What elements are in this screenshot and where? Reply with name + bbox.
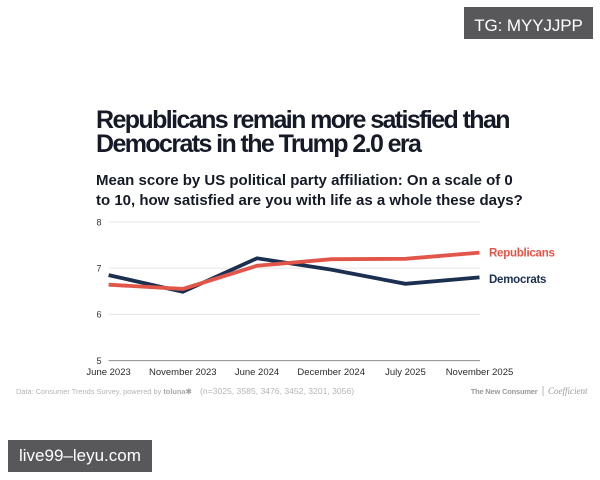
svg-text:(n=3025, 3585, 3476, 3452, 320: (n=3025, 3585, 3476, 3452, 3201, 3056) bbox=[200, 386, 354, 396]
svg-text:The New Consumer: The New Consumer bbox=[471, 387, 538, 396]
svg-text:December 2024: December 2024 bbox=[297, 367, 365, 378]
svg-text:6: 6 bbox=[96, 310, 101, 320]
svg-text:Coefficient: Coefficient bbox=[548, 386, 588, 396]
svg-text:Democrats: Democrats bbox=[489, 274, 546, 286]
svg-text:June 2023: June 2023 bbox=[86, 367, 130, 378]
svg-text:November 2025: November 2025 bbox=[446, 367, 514, 378]
svg-text:7: 7 bbox=[96, 264, 101, 274]
svg-text:Data: Consumer Trends Survey,: Data: Consumer Trends Survey, powered by… bbox=[16, 387, 192, 396]
svg-text:5: 5 bbox=[96, 356, 101, 366]
svg-text:November 2023: November 2023 bbox=[149, 367, 217, 378]
svg-text:8: 8 bbox=[96, 217, 101, 227]
svg-text:June 2024: June 2024 bbox=[235, 367, 279, 378]
svg-text:Republicans: Republicans bbox=[489, 248, 555, 260]
svg-text:July 2025: July 2025 bbox=[385, 367, 426, 378]
